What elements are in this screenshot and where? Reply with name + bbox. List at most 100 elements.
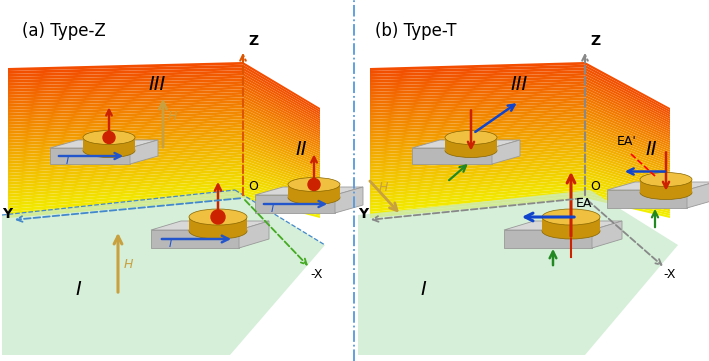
Text: Y: Y [2,207,12,221]
Polygon shape [8,105,243,119]
Polygon shape [370,157,585,176]
Polygon shape [370,73,585,83]
Polygon shape [8,62,243,71]
Polygon shape [585,192,670,216]
Polygon shape [8,163,243,182]
Polygon shape [370,163,585,182]
Polygon shape [370,182,585,203]
Text: O: O [590,180,600,193]
Polygon shape [8,70,243,80]
Polygon shape [370,152,585,170]
Polygon shape [243,152,320,183]
Polygon shape [243,176,320,203]
Polygon shape [243,111,320,150]
Polygon shape [8,122,243,137]
Polygon shape [585,155,670,185]
Polygon shape [8,171,243,191]
Polygon shape [8,174,243,194]
Polygon shape [585,146,670,178]
Polygon shape [370,144,585,161]
Polygon shape [370,78,585,89]
Polygon shape [370,149,585,167]
Polygon shape [370,174,585,194]
Polygon shape [8,146,243,164]
Polygon shape [585,160,670,190]
Polygon shape [8,182,243,203]
Polygon shape [370,70,585,80]
Polygon shape [585,171,670,198]
Polygon shape [243,184,320,209]
Polygon shape [585,103,670,143]
Polygon shape [585,111,670,150]
Polygon shape [585,75,670,121]
Polygon shape [370,127,585,143]
Polygon shape [585,92,670,134]
Polygon shape [243,160,320,190]
Polygon shape [504,230,592,248]
Polygon shape [151,230,239,248]
Polygon shape [370,87,585,98]
Polygon shape [8,68,243,77]
Polygon shape [370,190,585,212]
Polygon shape [8,116,243,131]
Polygon shape [585,68,670,114]
Polygon shape [370,146,585,164]
Polygon shape [243,105,320,145]
Polygon shape [585,195,670,218]
Polygon shape [585,138,670,172]
Polygon shape [243,130,320,165]
Polygon shape [8,119,243,134]
Polygon shape [8,75,243,86]
Polygon shape [243,68,320,114]
Polygon shape [255,195,335,213]
Polygon shape [50,140,158,148]
Polygon shape [151,221,269,230]
Polygon shape [370,97,585,110]
Polygon shape [370,111,585,125]
Polygon shape [8,141,243,158]
Polygon shape [243,165,320,194]
Polygon shape [8,149,243,167]
Polygon shape [585,168,670,196]
Polygon shape [370,171,585,191]
Ellipse shape [445,130,497,144]
Polygon shape [370,192,585,215]
Polygon shape [370,89,585,101]
Polygon shape [370,114,585,128]
Polygon shape [585,100,670,141]
Polygon shape [585,182,670,207]
Ellipse shape [189,223,247,239]
Polygon shape [255,187,363,195]
Polygon shape [8,138,243,155]
Polygon shape [8,165,243,185]
Polygon shape [243,144,320,176]
Polygon shape [8,187,243,209]
Ellipse shape [640,186,692,200]
Polygon shape [370,135,585,152]
Polygon shape [585,89,670,132]
Polygon shape [8,184,243,206]
Polygon shape [585,114,670,152]
Polygon shape [585,152,670,183]
Polygon shape [8,160,243,179]
Text: I: I [420,280,425,299]
Polygon shape [8,114,243,128]
Polygon shape [585,130,670,165]
Ellipse shape [640,173,692,187]
Polygon shape [243,155,320,185]
Ellipse shape [83,144,135,157]
Polygon shape [585,125,670,161]
Polygon shape [8,144,243,161]
Polygon shape [585,78,670,123]
Polygon shape [243,182,320,207]
Text: H: H [379,181,389,194]
Polygon shape [243,133,320,168]
Polygon shape [370,105,585,119]
Polygon shape [585,84,670,128]
Polygon shape [370,168,585,188]
Text: III: III [510,75,527,94]
Polygon shape [585,127,670,163]
Text: II: II [645,140,657,159]
Text: (a) Type-Z: (a) Type-Z [22,22,106,40]
Ellipse shape [542,223,600,239]
